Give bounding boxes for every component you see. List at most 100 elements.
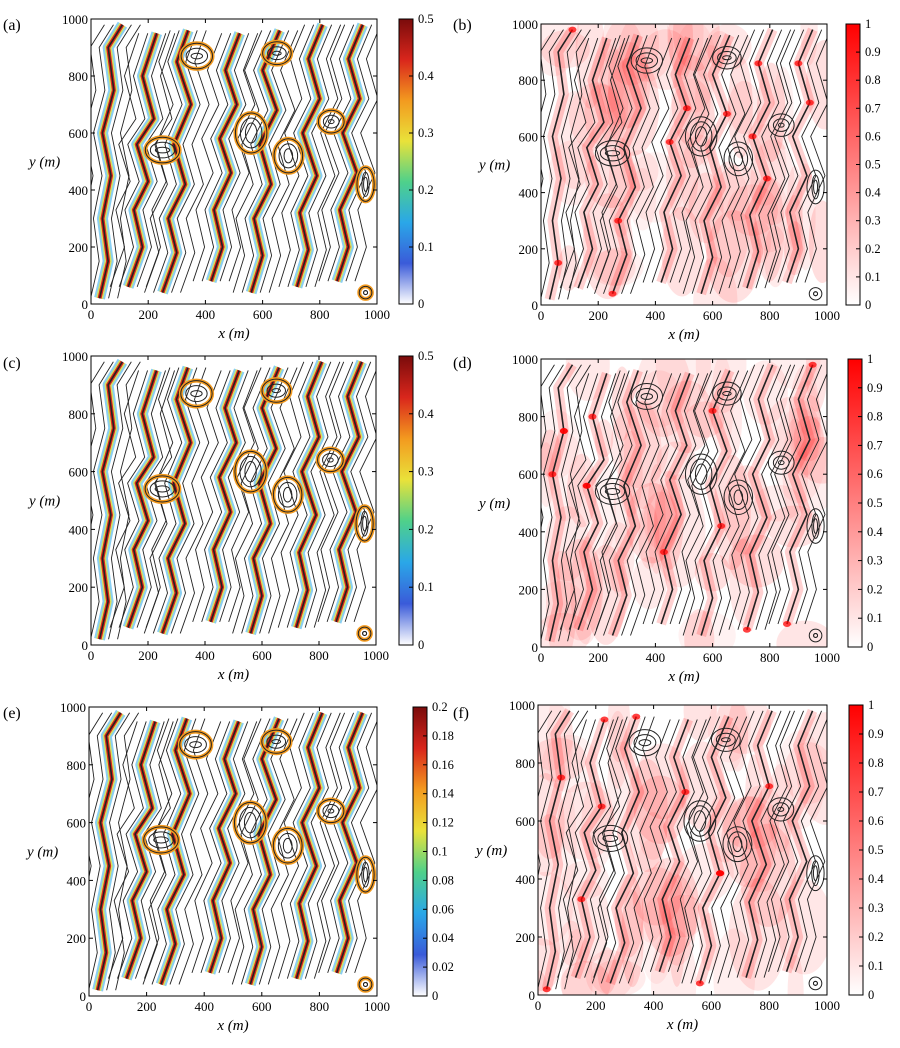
axes-frame — [537, 704, 828, 996]
field-cell — [808, 200, 827, 284]
field-cell — [618, 430, 643, 518]
contour-line — [640, 392, 654, 400]
contour-line — [635, 52, 659, 69]
plot-area — [541, 359, 827, 647]
field-cell — [632, 713, 641, 720]
contour-line — [143, 826, 179, 854]
x-tick-label: 1000 — [364, 307, 390, 322]
y-tick-label: 400 — [519, 525, 539, 540]
contour-line — [117, 24, 141, 299]
contour-line — [326, 361, 354, 623]
colorbar-tick-label: 0.1 — [418, 580, 434, 594]
contour-line — [691, 370, 722, 636]
field-cell — [808, 361, 817, 368]
x-tick-label: 600 — [703, 650, 723, 665]
field-cell — [742, 626, 751, 633]
contour-line — [271, 388, 281, 394]
colorbar-tick-label: 0.3 — [418, 126, 434, 140]
colorbar-tick-label: 0.1 — [868, 959, 884, 973]
contour-line — [327, 119, 335, 125]
field-cell — [720, 378, 743, 461]
x-tick-label: 400 — [644, 998, 664, 1013]
contour-line — [189, 741, 202, 749]
contour-line — [357, 626, 372, 641]
contour-line — [700, 34, 731, 294]
contour-line — [688, 805, 712, 837]
contour-line — [764, 29, 792, 289]
contour-line — [808, 976, 823, 991]
x-tick-label: 200 — [588, 308, 608, 323]
colorbar-tick-label: 0.18 — [432, 729, 454, 743]
y-tick-label: 1000 — [62, 12, 88, 27]
field-cell — [782, 620, 791, 627]
contour-line — [241, 30, 272, 293]
colorbar-tick-label: 0.3 — [868, 901, 884, 915]
plot-area — [91, 356, 376, 645]
contour-line — [262, 41, 292, 66]
contour-line — [603, 370, 633, 636]
contour-line — [238, 806, 262, 839]
colorbar-tick-label: 0.1 — [865, 270, 881, 284]
contour-line — [191, 721, 222, 974]
contour-line — [267, 46, 287, 61]
field-cell — [600, 716, 609, 723]
contour-line — [772, 118, 790, 132]
colorbar-tick-label: 0 — [418, 638, 424, 652]
contour-line — [723, 479, 754, 516]
field-cell — [721, 796, 780, 850]
contour-line — [630, 382, 664, 410]
contour-line — [232, 30, 263, 293]
contour-line — [684, 453, 718, 495]
field-cell — [805, 359, 827, 412]
field-cell — [694, 54, 715, 166]
field-cell — [655, 359, 712, 413]
panel-a: 0 200 400 600 800 1000 0 200 400 600 800 1000 x (m) y… — [3, 12, 434, 342]
field-cell — [665, 139, 674, 146]
field-cell — [641, 857, 699, 957]
contour-line — [277, 481, 298, 508]
contour-line — [630, 47, 664, 74]
field-cell — [639, 896, 674, 984]
contour-line — [209, 721, 240, 974]
field-cell — [762, 175, 771, 182]
contour-line — [806, 855, 825, 892]
contour-line — [267, 718, 298, 985]
contour-line — [144, 136, 181, 164]
contour-line — [185, 385, 208, 403]
field-cell — [680, 134, 719, 224]
contour-line — [118, 370, 148, 628]
contour-line — [335, 712, 364, 974]
y-tick-label: 1000 — [62, 349, 88, 364]
contour-line — [586, 373, 617, 630]
x-tick-label: 600 — [253, 307, 273, 322]
y-tick-label: 400 — [69, 522, 89, 537]
colorbar-tick-label: 0.1 — [418, 240, 434, 254]
contour-line — [538, 710, 562, 990]
panel-c: 0 200 400 600 800 1000 0 200 400 600 800 1000 x (m) y… — [3, 349, 434, 683]
contour-line — [240, 718, 271, 985]
contour-line — [361, 171, 370, 197]
contour-line — [812, 980, 818, 986]
field-cell — [766, 505, 822, 548]
contour-line — [723, 141, 754, 177]
contour-line — [584, 719, 614, 978]
contour-line — [541, 29, 564, 300]
contour-line — [118, 33, 149, 288]
panel-label: (f) — [453, 705, 469, 722]
contour-line — [640, 719, 671, 972]
contour-line — [720, 737, 731, 743]
y-tick-label: 600 — [516, 814, 536, 829]
contour-line — [125, 721, 156, 979]
x-tick-label: 0 — [88, 648, 95, 663]
contour-line — [219, 370, 249, 623]
field-cell — [556, 538, 604, 641]
contour-line — [117, 361, 141, 640]
contour-line — [228, 33, 259, 282]
contour-line — [591, 716, 622, 984]
x-axis-label: x (m) — [216, 1018, 248, 1034]
field-cell — [647, 463, 666, 574]
colorbar-tick-label: 0.7 — [868, 785, 884, 799]
y-tick-label: 200 — [69, 240, 89, 255]
field-cell — [695, 45, 725, 82]
contour-line — [651, 373, 682, 625]
